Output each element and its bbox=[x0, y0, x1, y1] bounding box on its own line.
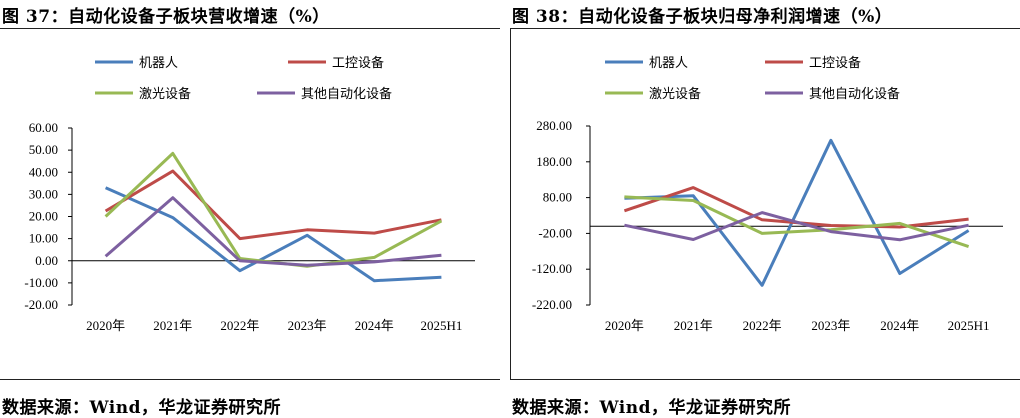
left-legend-label-4: 其他自动化设备 bbox=[301, 86, 392, 102]
right-x-tick-label: 2025H1 bbox=[948, 318, 990, 333]
left-series-line-4 bbox=[104, 196, 442, 267]
left-y-tick-label: 40.00 bbox=[29, 164, 58, 179]
left-y-tick-label: 0.00 bbox=[35, 253, 58, 268]
right-y-tick-label: 80.00 bbox=[543, 190, 572, 205]
right-chart-source: 数据来源：Wind，华龙证券研究所 bbox=[512, 398, 791, 418]
left-series-line-1 bbox=[104, 186, 442, 283]
left-x-tick-label: 2022年 bbox=[220, 318, 259, 333]
left-y-tick-label: 10.00 bbox=[29, 231, 58, 246]
left-legend-label-2: 工控设备 bbox=[332, 55, 384, 71]
left-y-tick-label: 50.00 bbox=[29, 142, 58, 157]
right-legend-label-2: 工控设备 bbox=[809, 55, 861, 71]
right-x-tick-label: 2023年 bbox=[811, 318, 850, 333]
left-y-tick-label: 60.00 bbox=[29, 120, 58, 135]
right-series-line-4 bbox=[624, 211, 969, 242]
left-y-tick-label: -20.00 bbox=[24, 297, 58, 312]
right-legend-label-4: 其他自动化设备 bbox=[809, 86, 900, 102]
right-y-tick-label: 280.00 bbox=[536, 118, 572, 133]
left-x-tick-label: 2023年 bbox=[288, 318, 327, 333]
left-series-line-2 bbox=[104, 169, 442, 241]
left-x-tick-label: 2025H1 bbox=[420, 318, 462, 333]
right-x-tick-label: 2020年 bbox=[605, 318, 644, 333]
right-panel-border bbox=[510, 28, 511, 380]
left-y-tick-label: -10.00 bbox=[24, 275, 58, 290]
right-chart-title: 图 38：自动化设备子板块归母净利润增速（%） bbox=[512, 7, 893, 27]
left-bottom-rule bbox=[0, 379, 500, 380]
left-top-rule bbox=[0, 28, 500, 29]
left-y-tick-label: 20.00 bbox=[29, 209, 58, 224]
right-x-tick-label: 2021年 bbox=[674, 318, 713, 333]
left-legend-label-1: 机器人 bbox=[139, 56, 178, 71]
left-chart-source: 数据来源：Wind，华龙证券研究所 bbox=[2, 398, 281, 418]
right-bottom-rule bbox=[510, 379, 1020, 380]
right-y-tick-label: -20.00 bbox=[538, 225, 572, 240]
right-legend-label-3: 激光设备 bbox=[649, 86, 701, 102]
left-x-tick-label: 2024年 bbox=[355, 318, 394, 333]
right-top-rule bbox=[510, 28, 1020, 29]
left-legend-label-3: 激光设备 bbox=[139, 86, 191, 102]
left-y-tick-label: 30.00 bbox=[29, 186, 58, 201]
left-x-tick-label: 2020年 bbox=[86, 318, 125, 333]
left-x-tick-label: 2021年 bbox=[153, 318, 192, 333]
right-x-tick-label: 2022年 bbox=[743, 318, 782, 333]
right-y-tick-label: 180.00 bbox=[536, 154, 572, 169]
right-series-line-1 bbox=[624, 138, 970, 287]
right-y-tick-label: -220.00 bbox=[532, 297, 572, 312]
right-y-tick-label: -120.00 bbox=[532, 261, 572, 276]
right-x-tick-label: 2024年 bbox=[880, 318, 919, 333]
right-legend-label-1: 机器人 bbox=[649, 56, 688, 71]
left-chart-title: 图 37：自动化设备子板块营收增速（%） bbox=[2, 7, 330, 27]
right-series-line-3 bbox=[624, 195, 970, 249]
